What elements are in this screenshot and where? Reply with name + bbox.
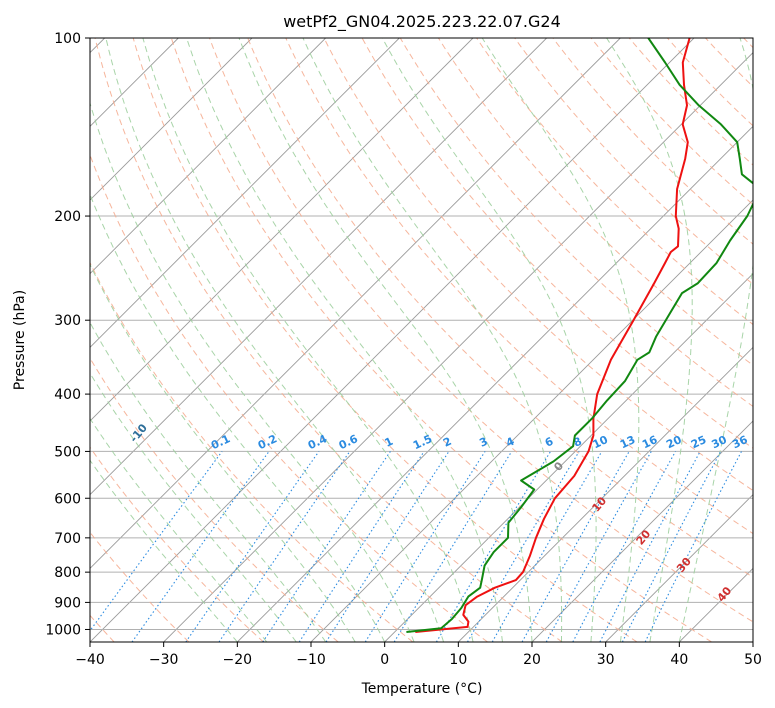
y-tick-label: 300: [54, 313, 81, 329]
moist-adiabat: [606, 38, 693, 642]
mixing-ratio-line: [90, 451, 223, 632]
dry-adiabat: [399, 38, 753, 408]
dry-adiabat: [361, 38, 753, 449]
mixing-ratio-line: [131, 451, 270, 642]
dry-adiabat: [170, 38, 712, 642]
mixing-ratio-line: [325, 451, 450, 642]
mixing-ratio-line: [298, 451, 425, 642]
mixing-ratio-label: 25: [689, 433, 708, 451]
y-tick-label: 200: [54, 209, 81, 225]
y-tick-label: 100: [54, 31, 81, 47]
plot-background: [90, 38, 753, 642]
isotherm-line: [163, 52, 753, 642]
chart-title: wetPf2_GN04.2025.223.22.07.G24: [283, 12, 561, 32]
moist-adiabat: [302, 38, 563, 642]
dry-adiabat: [514, 38, 753, 285]
moist-adiabat: [90, 459, 238, 642]
y-tick-label: 500: [54, 444, 81, 460]
mixing-ratio-line: [218, 451, 351, 642]
mixing-ratio-label: 20: [664, 433, 684, 451]
plot-frame: [89, 37, 754, 643]
moist-adiabats: [90, 38, 753, 642]
x-tick-label: 0: [380, 652, 389, 668]
x-axis-label: Temperature (°C): [361, 681, 483, 697]
x-tick-label: −20: [223, 652, 253, 668]
dry-adiabat: [94, 38, 563, 642]
isotherm-line: [384, 273, 753, 642]
x-tick-label: 40: [670, 652, 688, 668]
isotherm-line: [605, 494, 753, 642]
mixing-ratio-line: [262, 451, 391, 642]
dry-adiabat: [90, 446, 264, 642]
isotherm-line: [90, 38, 621, 569]
temperature-profile: [415, 38, 691, 633]
mixing-ratio-line: [521, 451, 630, 642]
moist-adiabat: [142, 38, 474, 642]
moist-adiabat: [381, 38, 597, 642]
x-tick-label: 10: [449, 652, 467, 668]
dry-adiabat: [590, 38, 753, 206]
isotherm-line: [90, 38, 547, 496]
isotherm-line: [90, 38, 253, 201]
isotherm-line: [458, 346, 753, 642]
profiles: [406, 38, 753, 633]
x-tick-label: 50: [744, 652, 762, 668]
moist-adiabat: [678, 38, 753, 642]
y-tick-label: 600: [54, 491, 81, 507]
isotherm-line: [752, 641, 753, 642]
dry-adiabat: [247, 38, 753, 578]
x-tick-label: −40: [75, 652, 105, 668]
y-tick-label: 1000: [45, 622, 81, 638]
dry-adiabat: [476, 38, 753, 326]
moist-adiabat: [90, 263, 356, 642]
y-axis: 100 200 300 400 500 600 700 800 900 1000: [45, 31, 90, 638]
y-tick-label: 800: [54, 565, 81, 581]
x-tick-label: 30: [597, 652, 615, 668]
x-axis: −40 −30 −20 −10 0 10 20 30 40 50: [75, 642, 762, 668]
mixing-ratio-label: 13: [618, 433, 637, 451]
moist-adiabat: [238, 38, 533, 642]
dry-adiabat: [90, 261, 414, 642]
dewpoint-profile: [406, 38, 753, 633]
isotherm-line: [90, 38, 474, 422]
mixing-ratio-label: 30: [710, 433, 730, 451]
moist-adiabat: [90, 101, 415, 642]
moist-adiabat: [186, 38, 503, 642]
x-tick-label: −30: [149, 652, 179, 668]
x-tick-label: 20: [523, 652, 541, 668]
isotherm-line: [90, 38, 326, 275]
mixing-ratio-label: 16: [640, 433, 660, 451]
isotherm-line: [90, 38, 400, 348]
y-tick-label: 900: [54, 595, 81, 611]
moist-adiabat: [90, 193, 386, 642]
mixing-ratio-label: 36: [730, 433, 750, 451]
dry-adiabat: [209, 38, 753, 623]
mixing-ratio-line: [621, 451, 722, 642]
isotherm-line: [90, 38, 695, 642]
dry-adiabat: [132, 38, 638, 642]
dry-adiabat: [628, 38, 753, 166]
mixing-ratio-line: [393, 451, 513, 642]
mixing-ratio-label: 10: [591, 433, 611, 451]
isotherm-line: [237, 125, 753, 642]
y-tick-label: 700: [54, 531, 81, 547]
dry-adiabat: [323, 38, 753, 492]
y-axis-label: Pressure (hPa): [12, 290, 28, 390]
moist-adiabat: [90, 372, 297, 642]
moist-adiabat: [105, 38, 445, 642]
mixing-ratio-lines: [90, 451, 742, 642]
x-tick-label: −10: [296, 652, 326, 668]
mixing-ratio-line: [572, 451, 676, 642]
mixing-ratio-line: [185, 451, 320, 642]
dry-adiabats: [90, 38, 753, 642]
moist-adiabat: [481, 38, 640, 642]
y-tick-label: 400: [54, 387, 81, 403]
mixing-ratio-line: [545, 451, 652, 642]
mixing-ratio-line: [644, 451, 742, 642]
isotherm-line: [531, 420, 753, 642]
moist-adiabat: [90, 321, 327, 642]
moist-adiabat: [90, 417, 268, 642]
